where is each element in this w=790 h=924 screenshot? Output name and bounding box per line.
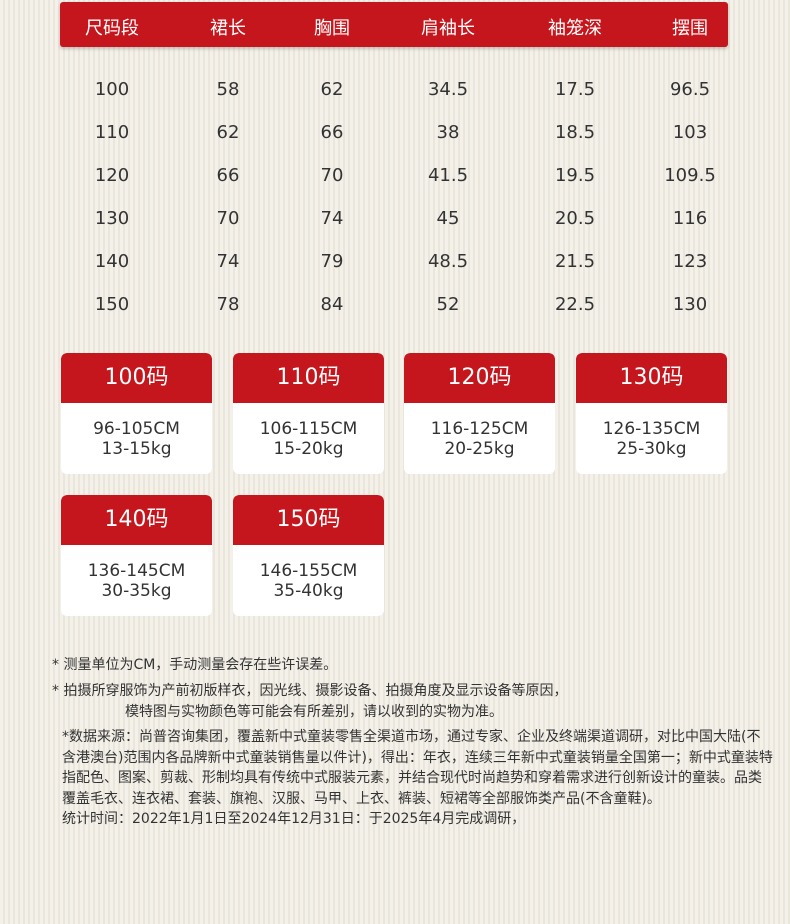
size-card-weight: 15-20kg <box>273 439 344 459</box>
column-header: 袖笼深 <box>548 18 602 39</box>
size-card-height: 96-105CM <box>93 419 180 439</box>
note-measurement: * 测量单位为CM，手动测量会存在些许误差。 <box>52 657 338 673</box>
size-card-title: 120码 <box>404 353 555 403</box>
column-header: 胸围 <box>314 18 350 39</box>
table-row: 140 74 79 48.5 21.5 123 <box>0 251 790 281</box>
table-cell: 96.5 <box>669 79 711 100</box>
table-cell: 84 <box>320 294 344 315</box>
table-cell: 150 <box>94 294 130 315</box>
note-photo-cont: 模特图与实物颜色等可能会有所差别，请以收到的实物为准。 <box>125 704 503 720</box>
table-row: 130 70 74 45 20.5 116 <box>0 208 790 238</box>
size-card: 150码 146-155CM 35-40kg <box>233 495 384 616</box>
size-card-weight: 30-35kg <box>101 581 172 601</box>
size-card-height: 146-155CM <box>259 561 358 581</box>
table-cell: 19.5 <box>554 165 596 186</box>
table-cell: 79 <box>320 251 344 272</box>
note-photo: * 拍摄所穿服饰为产前初版样衣，因光线、摄影设备、拍摄角度及显示设备等原因， <box>52 683 568 699</box>
table-cell: 18.5 <box>554 122 596 143</box>
size-card-height: 136-145CM <box>87 561 186 581</box>
table-cell: 22.5 <box>554 294 596 315</box>
data-source-text: *数据来源：尚普咨询集团，覆盖新中式童装零售全渠道市场，通过专家、企业及终端渠道… <box>62 729 773 807</box>
size-card-weight: 35-40kg <box>273 581 344 601</box>
table-cell: 45 <box>436 208 460 229</box>
size-card: 130码 126-135CM 25-30kg <box>576 353 727 474</box>
table-cell: 78 <box>216 294 240 315</box>
table-cell: 48.5 <box>427 251 469 272</box>
size-card-height: 116-125CM <box>430 419 529 439</box>
table-cell: 130 <box>672 294 708 315</box>
size-card-height: 126-135CM <box>602 419 701 439</box>
table-cell: 130 <box>94 208 130 229</box>
table-cell: 58 <box>216 79 240 100</box>
table-cell: 110 <box>94 122 130 143</box>
size-card-weight: 25-30kg <box>616 439 687 459</box>
table-cell: 62 <box>320 79 344 100</box>
column-header: 肩袖长 <box>421 18 475 39</box>
table-cell: 109.5 <box>664 165 716 186</box>
column-header: 裙长 <box>210 18 246 39</box>
size-card: 100码 96-105CM 13-15kg <box>61 353 212 474</box>
size-card-weight: 13-15kg <box>101 439 172 459</box>
size-card-title: 110码 <box>233 353 384 403</box>
statistics-period: 统计时间：2022年1月1日至2024年12月31日：于2025年4月完成调研， <box>62 811 526 827</box>
size-card-title: 150码 <box>233 495 384 545</box>
size-card: 120码 116-125CM 20-25kg <box>404 353 555 474</box>
column-header: 尺码段 <box>85 18 139 39</box>
table-cell: 38 <box>436 122 460 143</box>
table-cell: 66 <box>320 122 344 143</box>
table-cell: 21.5 <box>554 251 596 272</box>
table-cell: 140 <box>94 251 130 272</box>
column-header: 摆围 <box>672 18 708 39</box>
table-cell: 70 <box>320 165 344 186</box>
table-cell: 62 <box>216 122 240 143</box>
table-cell: 116 <box>672 208 708 229</box>
data-source-note: *数据来源：尚普咨询集团，覆盖新中式童装零售全渠道市场，通过专家、企业及终端渠道… <box>62 727 774 830</box>
table-cell: 103 <box>672 122 708 143</box>
table-cell: 74 <box>216 251 240 272</box>
size-card-title: 140码 <box>61 495 212 545</box>
table-cell: 74 <box>320 208 344 229</box>
table-cell: 41.5 <box>427 165 469 186</box>
size-card-title: 100码 <box>61 353 212 403</box>
table-cell: 34.5 <box>427 79 469 100</box>
table-cell: 100 <box>94 79 130 100</box>
size-card-title: 130码 <box>576 353 727 403</box>
table-row: 110 62 66 38 18.5 103 <box>0 122 790 152</box>
table-cell: 66 <box>216 165 240 186</box>
table-cell: 17.5 <box>554 79 596 100</box>
table-cell: 123 <box>672 251 708 272</box>
size-card-weight: 20-25kg <box>444 439 515 459</box>
table-row: 150 78 84 52 22.5 130 <box>0 294 790 324</box>
size-card-height: 106-115CM <box>259 419 358 439</box>
table-cell: 52 <box>436 294 460 315</box>
table-cell: 120 <box>94 165 130 186</box>
table-row: 100 58 62 34.5 17.5 96.5 <box>0 79 790 109</box>
table-row: 120 66 70 41.5 19.5 109.5 <box>0 165 790 195</box>
table-cell: 20.5 <box>554 208 596 229</box>
size-card: 110码 106-115CM 15-20kg <box>233 353 384 474</box>
size-card: 140码 136-145CM 30-35kg <box>61 495 212 616</box>
size-table-header: 尺码段 裙长 胸围 肩袖长 袖笼深 摆围 <box>60 2 728 47</box>
table-cell: 70 <box>216 208 240 229</box>
